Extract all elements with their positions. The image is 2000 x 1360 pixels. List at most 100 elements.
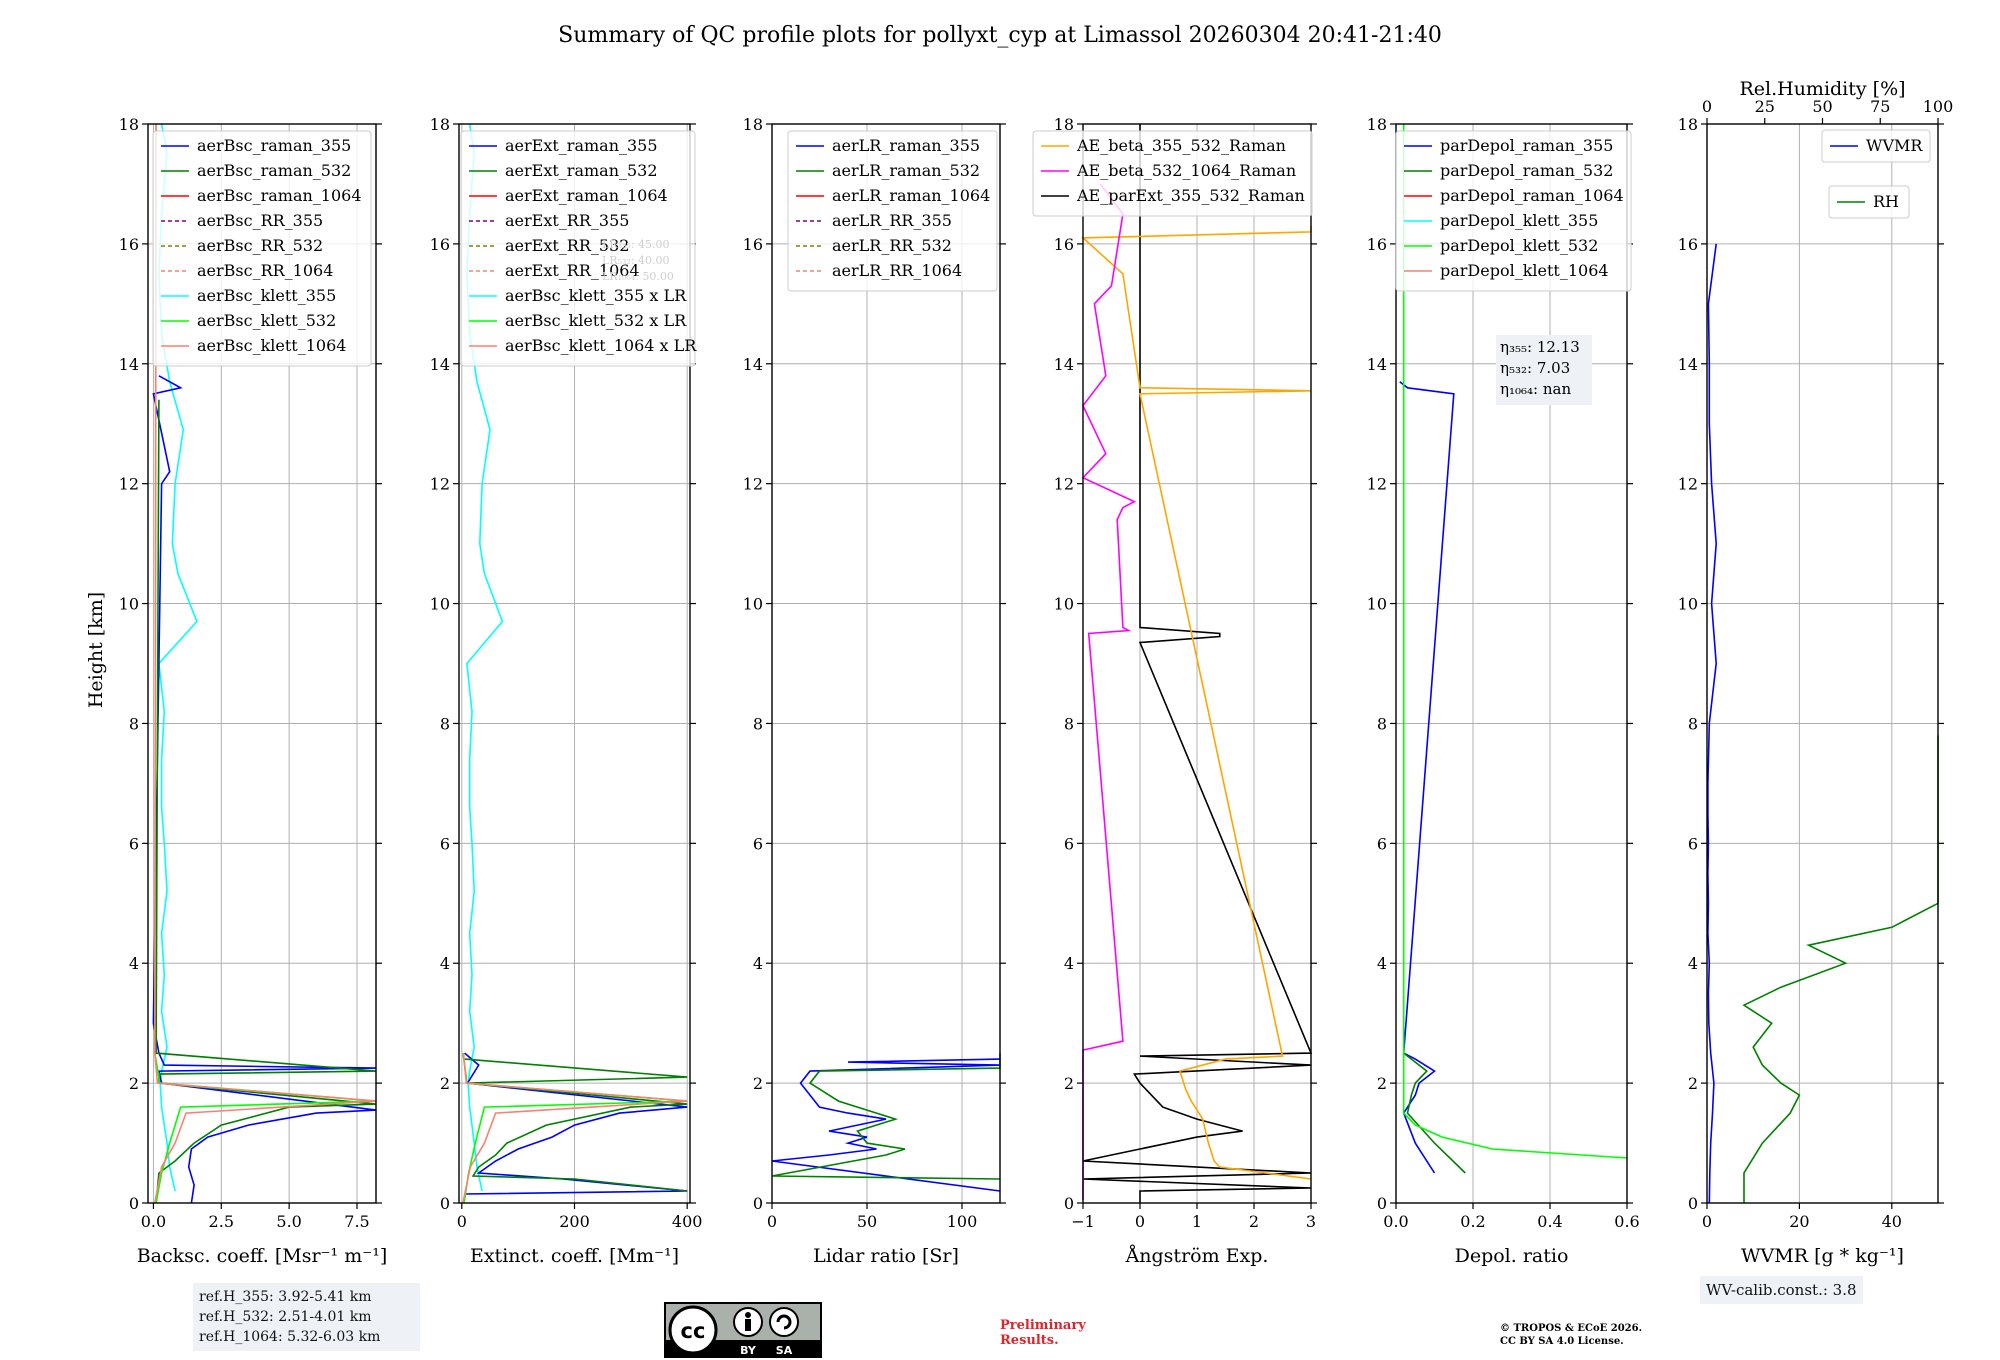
x-tick-label: −1 <box>1071 1212 1095 1231</box>
y-tick-label: 0 <box>753 1194 763 1213</box>
x-tick-label: 2.5 <box>209 1212 234 1231</box>
x2-tick-label: 25 <box>1755 97 1775 116</box>
x-tick-label: 100 <box>947 1212 978 1231</box>
cc-logo-icon <box>668 1305 718 1355</box>
legend-label: aerExt_RR_532 <box>505 236 629 255</box>
legend-label: WVMR <box>1866 136 1923 155</box>
axes-frame <box>458 123 691 1204</box>
figure-title: Summary of QC profile plots for pollyxt_… <box>558 23 1442 48</box>
legend-box <box>1828 185 1910 219</box>
legend-label: aerBsc_klett_532 <box>197 311 336 330</box>
x-axis-label: Lidar ratio [Sr] <box>813 1245 959 1267</box>
sa-arrow-icon <box>776 1314 792 1330</box>
y-tick-label: 2 <box>1688 1074 1698 1093</box>
x-tick-label: 0.0 <box>141 1212 166 1231</box>
preliminary-line-1: Preliminary <box>1000 1318 1086 1333</box>
legend-label: parDepol_klett_355 <box>1440 211 1598 230</box>
eta-box <box>1496 335 1592 405</box>
legend-label: aerLR_raman_1064 <box>832 186 990 205</box>
wv-calibration-box: WV-calib.const.: 3.8 <box>1700 1276 1863 1304</box>
y-tick-label: 2 <box>1064 1074 1074 1093</box>
y-tick-label: 14 <box>119 355 139 374</box>
series-aerBsc_raman_532 <box>155 399 377 1204</box>
legend-label: aerExt_RR_1064 <box>505 261 640 280</box>
y-tick-label: 8 <box>753 714 763 733</box>
x-tick-label: 0 <box>1135 1212 1145 1231</box>
panel-1: 0.0 2.5 5.0 7.5 0 2 4 6 8 10 12 14 16 18 Backsc. coeff… <box>119 115 388 1267</box>
lr-label: LR₃₅₅: 45.00 <box>602 238 670 251</box>
lr-label: LR₁₀₆₄: 50.00 <box>602 270 674 283</box>
x-tick-label: 2 <box>1249 1212 1259 1231</box>
eta-label: η₅₃₂: 7.03 <box>1500 359 1570 377</box>
axes-frame <box>1395 123 1628 1204</box>
legend: aerLR_raman_355 aerLR_raman_532 aerLR_rama… <box>787 130 998 292</box>
x-tick-label: 20 <box>1789 1212 1809 1231</box>
legend-box <box>787 130 998 292</box>
y-tick-label: 2 <box>1377 1074 1387 1093</box>
y-tick-label: 12 <box>1367 475 1387 494</box>
legend-label: aerBsc_raman_532 <box>197 161 351 180</box>
x-tick-label: 0.2 <box>1460 1212 1485 1231</box>
cc-logo-text: cc <box>681 1319 706 1343</box>
legend-label: aerExt_raman_1064 <box>505 186 668 205</box>
x-axis-label: Depol. ratio <box>1455 1245 1569 1267</box>
y-tick-label: 6 <box>1688 834 1698 853</box>
panel-5: 0.0 0.2 0.4 0.6 0 2 4 6 8 10 12 14 16 18 Depol. ratio p… <box>1367 115 1640 1267</box>
legend-label: aerLR_raman_355 <box>832 136 980 155</box>
y-tick-label: 10 <box>1054 595 1074 614</box>
series-aerBsc_klett_1064 <box>153 123 377 1204</box>
series-parDepol_raman_532 <box>1403 1052 1466 1174</box>
x-tick-label: 0 <box>457 1212 467 1231</box>
panel-6: 0 20 40 0 2 4 6 8 10 12 14 16 18 WVMR [g * kg⁻¹] 0 25 50… <box>1678 78 1954 1267</box>
eta-label: η₁₀₆₄: nan <box>1500 380 1571 398</box>
legend-label: parDepol_raman_532 <box>1440 161 1613 180</box>
x-axis-label: Extinct. coeff. [Mm⁻¹] <box>470 1245 679 1267</box>
y-tick-label: 8 <box>1064 714 1074 733</box>
x-axis-label: Backsc. coeff. [Msr⁻¹ m⁻¹] <box>137 1245 388 1267</box>
legend-label: aerBsc_klett_532 x LR <box>505 311 687 330</box>
legend-label: AE_beta_355_532_Raman <box>1076 136 1286 155</box>
legend-label: aerLR_RR_355 <box>832 211 952 230</box>
series-aerLR_raman_532 <box>771 1053 1001 1180</box>
y-tick-label: 2 <box>129 1074 139 1093</box>
y-tick-label: 18 <box>1678 115 1698 134</box>
x-tick-label: 3 <box>1306 1212 1316 1231</box>
x-tick-label: 0 <box>1702 1212 1712 1231</box>
legend-wvmr: WVMR <box>1821 129 1931 163</box>
x2-tick-label: 50 <box>1812 97 1832 116</box>
legend-label: aerExt_raman_532 <box>505 161 658 180</box>
legend-label: aerExt_RR_355 <box>505 211 629 230</box>
y-tick-label: 16 <box>430 235 450 254</box>
y-tick-label: 0 <box>440 1194 450 1213</box>
axes-frame <box>771 123 1001 1204</box>
y-tick-label: 16 <box>1054 235 1074 254</box>
x-tick-label: 400 <box>672 1212 703 1231</box>
y-tick-label: 10 <box>743 595 763 614</box>
y-tick-label: 2 <box>753 1074 763 1093</box>
x-tick-label: 50 <box>857 1212 877 1231</box>
series-parDepol_raman_355 <box>1399 381 1455 1174</box>
y-tick-label: 0 <box>1064 1194 1074 1213</box>
y-tick-label: 10 <box>1678 595 1698 614</box>
x-tick-label: 200 <box>559 1212 590 1231</box>
legend-label: aerLR_RR_1064 <box>832 261 962 280</box>
series-AE_beta_532_1064_Raman <box>1081 183 1137 1200</box>
axes-frame <box>1706 123 1939 1204</box>
y-tick-label: 4 <box>753 954 763 973</box>
series-aerBsc_raman_355 <box>152 375 377 1204</box>
y-tick-label: 8 <box>129 714 139 733</box>
y-axis-label: Height [km] <box>85 592 107 708</box>
y-tick-label: 10 <box>119 595 139 614</box>
series-parDepol_klett_532 <box>1402 124 1628 1159</box>
series-WVMR <box>1707 243 1718 1204</box>
preliminary-results-note: Preliminary Results. <box>1000 1318 1086 1348</box>
preliminary-line-2: Results. <box>1000 1333 1059 1348</box>
by-person-head <box>745 1312 751 1318</box>
legend-box <box>1821 129 1931 163</box>
by-label: BY <box>740 1344 757 1357</box>
y-tick-label: 14 <box>430 355 450 374</box>
y-tick-label: 4 <box>1688 954 1698 973</box>
